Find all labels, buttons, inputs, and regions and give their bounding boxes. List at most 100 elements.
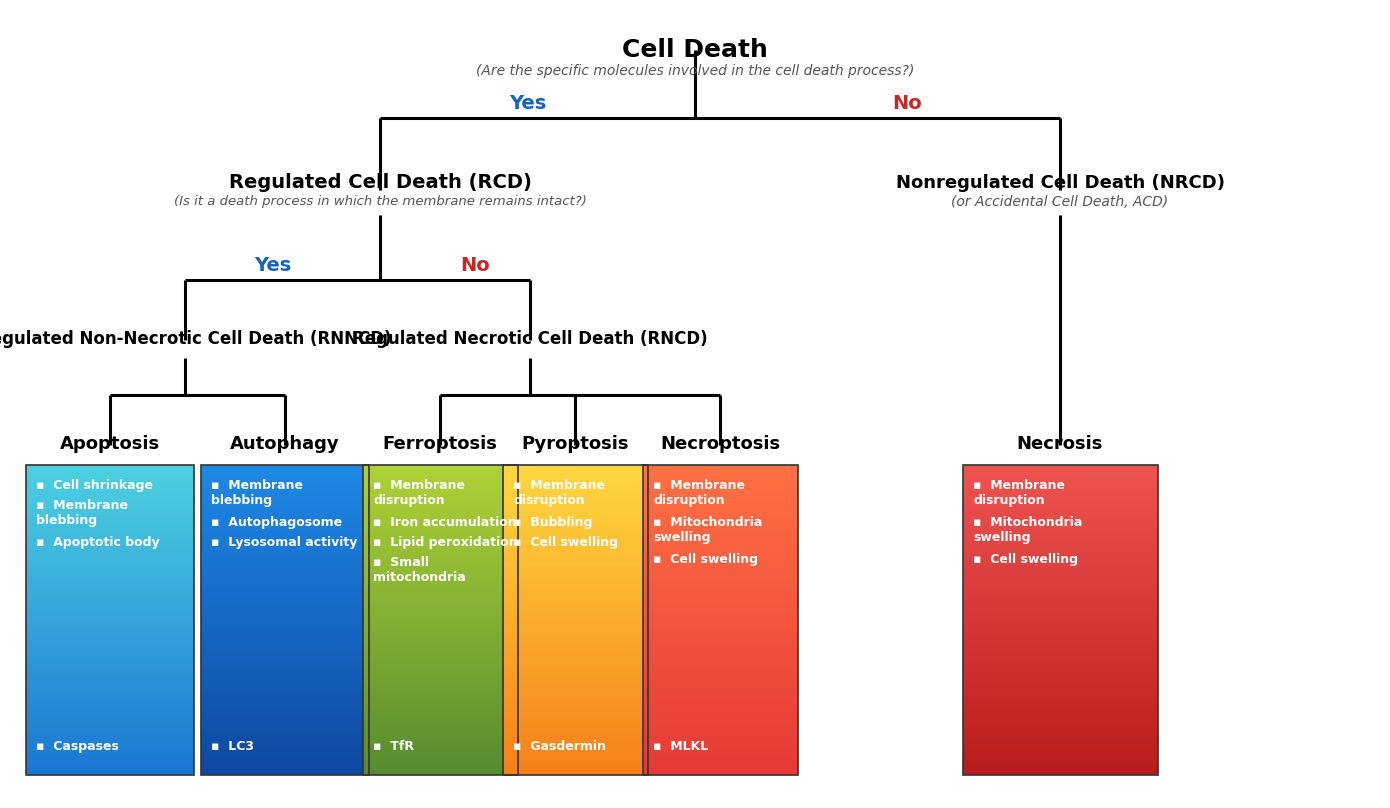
Bar xyxy=(202,481,368,484)
Bar xyxy=(26,659,195,663)
Bar xyxy=(363,465,518,469)
Bar xyxy=(503,531,648,535)
Bar xyxy=(503,768,648,771)
Bar xyxy=(963,736,1158,740)
Bar xyxy=(363,484,518,488)
Bar xyxy=(363,620,518,624)
Bar xyxy=(963,566,1158,570)
Bar xyxy=(963,751,1158,755)
Bar xyxy=(202,500,368,503)
Bar xyxy=(26,589,195,593)
Bar xyxy=(644,554,798,558)
Bar xyxy=(363,725,518,729)
Bar xyxy=(363,693,518,697)
Bar xyxy=(363,632,518,636)
Bar xyxy=(26,585,195,589)
Text: ▪  Cell swelling: ▪ Cell swelling xyxy=(653,553,758,566)
Bar xyxy=(503,709,648,713)
Bar xyxy=(202,488,368,492)
Text: Cell Death: Cell Death xyxy=(623,38,767,62)
Bar xyxy=(26,550,195,554)
Bar xyxy=(644,764,798,768)
Bar xyxy=(202,643,368,647)
Bar xyxy=(363,697,518,701)
Text: Ferroptosis: Ferroptosis xyxy=(382,435,498,453)
Bar xyxy=(503,481,648,484)
Text: ▪  Membrane
blebbing: ▪ Membrane blebbing xyxy=(211,479,303,507)
Bar xyxy=(963,729,1158,732)
Bar xyxy=(644,608,798,612)
Text: ▪  Membrane
disruption: ▪ Membrane disruption xyxy=(653,479,745,507)
Bar xyxy=(644,748,798,751)
Text: Autophagy: Autophagy xyxy=(231,435,339,453)
Bar xyxy=(202,570,368,574)
Bar xyxy=(963,527,1158,531)
Text: ▪  Membrane
disruption: ▪ Membrane disruption xyxy=(373,479,466,507)
Bar xyxy=(963,725,1158,729)
Bar xyxy=(202,709,368,713)
Bar xyxy=(26,520,195,523)
Bar xyxy=(644,760,798,764)
Bar xyxy=(363,760,518,764)
Bar xyxy=(963,620,1158,624)
Bar xyxy=(644,523,798,527)
Bar xyxy=(26,617,195,620)
Bar xyxy=(644,690,798,693)
Bar xyxy=(202,740,368,744)
Bar xyxy=(644,663,798,667)
Text: Nonregulated Cell Death (NRCD): Nonregulated Cell Death (NRCD) xyxy=(895,174,1225,192)
Bar xyxy=(503,686,648,690)
Bar xyxy=(963,589,1158,593)
Bar xyxy=(503,507,648,511)
Bar xyxy=(503,736,648,740)
Bar xyxy=(26,542,195,546)
Bar xyxy=(644,542,798,546)
Bar xyxy=(503,465,648,469)
Bar xyxy=(644,597,798,600)
Bar xyxy=(963,604,1158,608)
Bar xyxy=(202,516,368,520)
Bar xyxy=(503,469,648,473)
Bar xyxy=(202,659,368,663)
Bar xyxy=(26,636,195,639)
Bar xyxy=(503,600,648,604)
Bar xyxy=(363,523,518,527)
Bar xyxy=(503,496,648,500)
Bar xyxy=(26,503,195,507)
Bar xyxy=(963,531,1158,535)
Bar xyxy=(26,465,195,469)
Bar xyxy=(26,469,195,473)
Bar xyxy=(363,554,518,558)
Bar xyxy=(363,771,518,775)
Bar xyxy=(202,771,368,775)
Bar xyxy=(963,674,1158,678)
Bar xyxy=(503,520,648,523)
Bar xyxy=(644,492,798,496)
Bar xyxy=(644,600,798,604)
Bar xyxy=(963,465,1158,775)
Bar xyxy=(202,465,368,469)
Text: ▪  Lysosomal activity: ▪ Lysosomal activity xyxy=(211,536,357,549)
Bar xyxy=(26,527,195,531)
Bar xyxy=(363,542,518,546)
Bar xyxy=(363,516,518,520)
Bar xyxy=(503,771,648,775)
Bar xyxy=(963,488,1158,492)
Text: ▪  Small
mitochondria: ▪ Small mitochondria xyxy=(373,556,466,584)
Bar xyxy=(363,663,518,667)
Bar xyxy=(202,705,368,709)
Bar xyxy=(963,732,1158,736)
Bar xyxy=(26,593,195,597)
Bar xyxy=(26,484,195,488)
Bar xyxy=(503,643,648,647)
Bar xyxy=(26,736,195,740)
Bar xyxy=(202,760,368,764)
Bar xyxy=(26,674,195,678)
Bar xyxy=(644,570,798,574)
Bar xyxy=(644,539,798,542)
Bar xyxy=(503,554,648,558)
Bar xyxy=(503,701,648,705)
Bar xyxy=(644,705,798,709)
Bar xyxy=(363,701,518,705)
Bar xyxy=(503,729,648,732)
